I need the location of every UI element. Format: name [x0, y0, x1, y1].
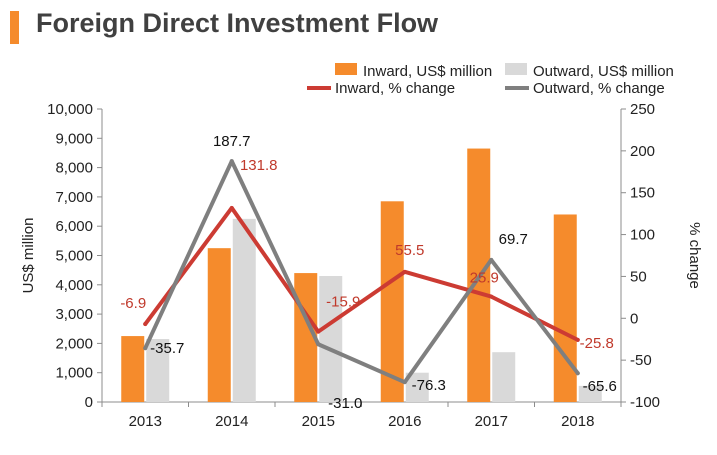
- y-right-tick-label: 250: [630, 101, 655, 118]
- legend-inward-bar-swatch: [335, 63, 357, 75]
- inward-change-point: [316, 329, 321, 334]
- y-left-tick-label: 0: [85, 394, 93, 411]
- outward-change-line: [143, 159, 580, 385]
- y-left-tick-label: 7,000: [55, 189, 93, 206]
- inward-bar: [380, 201, 404, 402]
- outward-bar: [492, 352, 516, 402]
- outward-change-point: [316, 342, 321, 347]
- y-right-tick-label: 0: [630, 310, 638, 327]
- y-left-tick-label: 1,000: [55, 365, 93, 382]
- y-left-tick-label: 4,000: [55, 277, 93, 294]
- y-left-tick-label: 8,000: [55, 160, 93, 177]
- inward-change-point: [229, 205, 234, 210]
- x-tick-label: 2016: [388, 413, 421, 430]
- inward-bar: [121, 336, 145, 402]
- outward-change-point: [489, 257, 494, 262]
- inward-change-point: [402, 269, 407, 274]
- title-accent-bar: [10, 11, 19, 44]
- y-left-tick-label: 2,000: [55, 335, 93, 352]
- inward-change-label: -6.9: [120, 295, 146, 312]
- data-labels: -6.9 131.8 -15.9 55.5 25.9 -25.8 -35.7 187.7 -31…: [120, 133, 617, 412]
- y-left-tick-label: 3,000: [55, 306, 93, 323]
- inward-change-label: 25.9: [470, 270, 499, 287]
- outward-change-label: 69.7: [499, 231, 528, 248]
- outward-change-point: [575, 371, 580, 376]
- x-tick-label: 2018: [561, 413, 594, 430]
- y-left-tick-label: 6,000: [55, 218, 93, 235]
- legend-inward-bar-text: Inward, US$ million: [363, 63, 492, 80]
- y-right-tick-label: 200: [630, 143, 655, 160]
- x-tick-label: 2014: [215, 413, 248, 430]
- legend: Inward, US$ million Outward, US$ million I…: [307, 63, 674, 97]
- outward-change-label: 187.7: [213, 133, 251, 150]
- y-left-tick-label: 9,000: [55, 130, 93, 147]
- x-tick-label: 2017: [475, 413, 508, 430]
- y-right-tick-label: 100: [630, 227, 655, 244]
- inward-change-point: [489, 294, 494, 299]
- y-left-tick-label: 5,000: [55, 248, 93, 265]
- outward-change-label: -65.6: [583, 378, 617, 395]
- y-left-tick-label: 10,000: [47, 101, 93, 118]
- inward-change-label: 55.5: [395, 242, 424, 259]
- outward-change-point: [229, 159, 234, 164]
- outward-change-point: [143, 346, 148, 351]
- axes: 0 1,000 2,000 3,000 4,000 5,000 6,000 7,000 8,00…: [20, 101, 703, 430]
- y-axis-right-title: % change: [686, 222, 703, 289]
- legend-outward-bar-text: Outward, US$ million: [533, 63, 674, 80]
- legend-outward-bar-swatch: [505, 63, 527, 75]
- y-right-tick-label: 150: [630, 185, 655, 202]
- outward-bar: [146, 339, 170, 402]
- y-axis-left-title: US$ million: [20, 218, 37, 294]
- outward-change-label: -31.0: [328, 395, 362, 412]
- x-tick-label: 2015: [302, 413, 335, 430]
- chart-title: Foreign Direct Investment Flow: [36, 8, 439, 38]
- lines: [143, 159, 580, 385]
- outward-bar: [232, 218, 256, 402]
- outward-bar: [578, 385, 602, 402]
- inward-change-label: 131.8: [240, 157, 278, 174]
- outward-change-point: [402, 380, 407, 385]
- x-tick-label: 2013: [129, 413, 162, 430]
- inward-change-label: -25.8: [580, 335, 614, 352]
- inward-bar: [553, 214, 577, 402]
- outward-change-label: -35.7: [150, 340, 184, 357]
- y-right-tick-label: 50: [630, 268, 647, 285]
- outward-bar: [319, 276, 343, 402]
- inward-change-point: [575, 337, 580, 342]
- legend-inward-line-text: Inward, % change: [335, 80, 455, 97]
- y-right-tick-label: -50: [630, 352, 652, 369]
- legend-outward-line-text: Outward, % change: [533, 80, 665, 97]
- inward-change-point: [143, 322, 148, 327]
- outward-change-label: -76.3: [412, 377, 446, 394]
- inward-bar: [207, 248, 231, 402]
- y-right-tick-label: -100: [630, 394, 660, 411]
- inward-change-line: [143, 205, 580, 342]
- outward-bar: [405, 372, 429, 402]
- inward-change-label: -15.9: [326, 294, 360, 311]
